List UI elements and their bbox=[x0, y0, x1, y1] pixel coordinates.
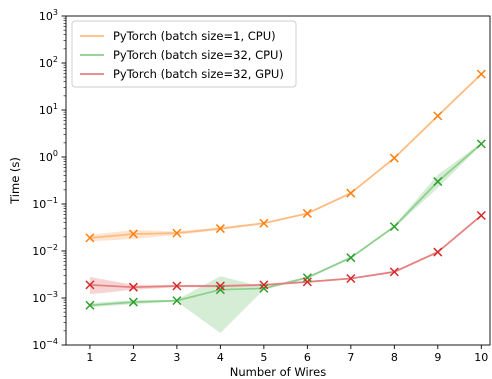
marker-series-3 bbox=[259, 280, 269, 290]
marker-series-3 bbox=[346, 273, 356, 284]
marker-series-3 bbox=[476, 210, 486, 221]
y-axis-label: Time (s) bbox=[8, 157, 22, 205]
marker-series-3 bbox=[215, 281, 225, 291]
x-tick-label: 5 bbox=[260, 351, 267, 364]
marker-series-1 bbox=[172, 228, 182, 238]
y-tick-label: 10−3 bbox=[32, 290, 58, 305]
x-tick-label: 8 bbox=[391, 351, 398, 364]
marker-series-2 bbox=[85, 300, 95, 310]
marker-series-1 bbox=[215, 224, 225, 234]
axes: 1 2 3 4 5 6 7 8 9 10 10−4 10−3 10−2 10−1 100 101 102 103 bbox=[32, 8, 491, 364]
x-axis-ticks: 1 2 3 4 5 6 7 8 9 10 bbox=[86, 345, 488, 364]
marker-series-3 bbox=[433, 247, 443, 257]
marker-series-3 bbox=[302, 277, 312, 287]
marker-series-1 bbox=[389, 153, 399, 163]
x-axis-label: Number of Wires bbox=[230, 365, 326, 379]
x-tick-label: 7 bbox=[347, 351, 354, 364]
legend-entry-2: PyTorch (batch size=32, CPU) bbox=[113, 48, 283, 62]
x-tick-label: 4 bbox=[217, 351, 224, 364]
y-tick-label: 10−2 bbox=[32, 243, 58, 258]
line-series-2 bbox=[89, 143, 482, 307]
marker-series-1 bbox=[476, 69, 486, 79]
line-series-1 bbox=[89, 73, 482, 239]
y-tick-label: 10−4 bbox=[32, 337, 58, 352]
marker-series-3 bbox=[389, 267, 399, 277]
legend: PyTorch (batch size=1, CPU) PyTorch (batc… bbox=[71, 20, 297, 88]
x-tick-label: 10 bbox=[474, 351, 488, 364]
legend-box bbox=[71, 20, 297, 88]
y-tick-label: 102 bbox=[39, 55, 58, 70]
legend-entry-3: PyTorch (batch size=32, GPU) bbox=[113, 67, 284, 81]
marker-series-3 bbox=[85, 280, 95, 290]
x-tick-label: 2 bbox=[130, 351, 137, 364]
x-tick-label: 9 bbox=[434, 351, 441, 364]
marker-series-1 bbox=[85, 233, 95, 243]
marker-series-1 bbox=[433, 111, 443, 121]
series-markers bbox=[85, 69, 486, 310]
y-axis-ticks: 10−4 10−3 10−2 10−1 100 101 102 103 bbox=[32, 8, 66, 352]
marker-series-2 bbox=[128, 297, 138, 307]
band-series-2 bbox=[89, 142, 482, 333]
y-tick-label: 100 bbox=[39, 149, 58, 164]
y-tick-label: 10−1 bbox=[32, 196, 58, 211]
line-series-3 bbox=[89, 214, 482, 289]
marker-series-1 bbox=[259, 218, 269, 228]
marker-series-1 bbox=[128, 229, 138, 239]
uncertainty-bands bbox=[89, 73, 482, 333]
marker-series-3 bbox=[128, 282, 138, 292]
marker-series-2 bbox=[433, 177, 443, 187]
legend-entry-1: PyTorch (batch size=1, CPU) bbox=[113, 29, 276, 43]
x-tick-label: 3 bbox=[173, 351, 180, 364]
marker-series-2 bbox=[259, 283, 269, 293]
x-tick-label: 1 bbox=[86, 351, 93, 364]
marker-series-2 bbox=[389, 222, 399, 232]
marker-series-2 bbox=[346, 253, 356, 263]
marker-series-2 bbox=[302, 273, 312, 283]
marker-series-2 bbox=[215, 285, 225, 295]
marker-series-3 bbox=[172, 281, 182, 291]
series-lines bbox=[89, 73, 482, 307]
y-tick-label: 101 bbox=[39, 102, 58, 117]
band-series-1 bbox=[89, 73, 482, 242]
marker-series-2 bbox=[476, 139, 486, 149]
marker-series-2 bbox=[172, 296, 182, 306]
y-tick-label: 103 bbox=[39, 8, 58, 23]
marker-series-1 bbox=[302, 208, 312, 218]
x-tick-label: 6 bbox=[304, 351, 311, 364]
marker-series-1 bbox=[346, 188, 356, 198]
plot-frame bbox=[65, 15, 491, 346]
